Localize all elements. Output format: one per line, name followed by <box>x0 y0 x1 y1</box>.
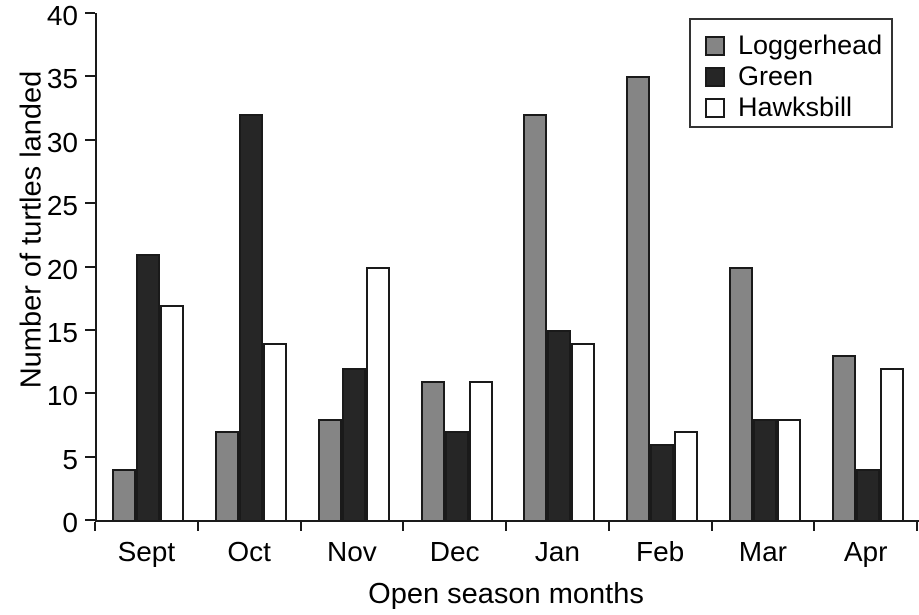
bar-group-jan <box>508 114 611 520</box>
bar-loggerhead-oct <box>215 431 240 520</box>
y-axis-tick <box>85 455 95 458</box>
bar-group-apr <box>816 355 919 520</box>
y-tick-label: 15 <box>46 316 78 348</box>
x-category-label: Oct <box>227 536 271 567</box>
bar-hawksbill-jan <box>571 342 596 520</box>
legend-swatch-green <box>705 66 725 87</box>
bar-green-sept <box>136 253 161 520</box>
bar-loggerhead-mar <box>728 266 753 520</box>
y-tick-label: 10 <box>46 380 78 412</box>
bar-green-jan <box>547 329 572 520</box>
bar-hawksbill-apr <box>879 367 904 520</box>
bar-green-feb <box>650 443 675 520</box>
bar-group-feb <box>611 76 714 520</box>
bar-green-mar <box>752 418 777 520</box>
y-axis-tick <box>85 75 95 78</box>
y-axis-tick <box>85 519 95 521</box>
legend-item-loggerhead: Loggerhead <box>705 30 891 61</box>
y-axis-tick <box>85 202 95 205</box>
legend-swatch-loggerhead <box>705 35 725 56</box>
bar-hawksbill-oct <box>263 342 288 520</box>
legend: Loggerhead Green Hawksbill <box>689 18 893 128</box>
y-axis-tick <box>85 328 95 331</box>
y-tick-label: 30 <box>46 126 78 158</box>
bar-group-dec <box>405 380 508 520</box>
bar-loggerhead-dec <box>420 380 445 520</box>
bar-hawksbill-sept <box>160 304 185 520</box>
x-category-label: Jan <box>534 536 580 567</box>
y-axis-tick <box>85 138 95 141</box>
y-tick-label: 5 <box>62 443 78 475</box>
x-category-label: Apr <box>843 536 888 567</box>
y-tick-label: 0 <box>62 507 78 538</box>
legend-label: Loggerhead <box>738 30 883 60</box>
legend-label: Green <box>738 61 814 91</box>
bar-green-apr <box>855 469 880 520</box>
plot-area <box>95 13 919 522</box>
bar-green-nov <box>341 367 366 520</box>
bar-green-oct <box>239 114 264 520</box>
x-axis-tick <box>916 522 918 531</box>
bar-group-nov <box>303 266 406 520</box>
x-axis-tick <box>607 522 610 531</box>
bar-hawksbill-mar <box>776 418 801 520</box>
bar-loggerhead-feb <box>626 76 651 520</box>
y-axis-tick <box>85 265 95 268</box>
x-axis-tick <box>813 522 816 531</box>
bar-loggerhead-jan <box>523 114 548 520</box>
bar-hawksbill-feb <box>674 431 699 520</box>
legend-item-green: Green <box>705 61 891 92</box>
x-category-label: Mar <box>738 536 787 567</box>
legend-swatch-hawksbill <box>705 97 725 118</box>
x-category-label: Feb <box>636 536 685 567</box>
y-tick-label: 40 <box>46 0 78 31</box>
legend-item-hawksbill: Hawksbill <box>705 92 891 123</box>
bar-hawksbill-nov <box>365 266 390 520</box>
x-category-label: Sept <box>117 536 176 567</box>
legend-label: Hawksbill <box>738 92 853 122</box>
y-axis-tick <box>85 12 95 14</box>
x-axis-tick <box>94 522 96 531</box>
x-category-label: Nov <box>326 536 377 567</box>
x-axis-tick <box>505 522 507 531</box>
bar-group-oct <box>200 114 303 520</box>
y-axis-tick <box>85 392 95 395</box>
x-axis-tick <box>299 522 302 531</box>
bar-group-sept <box>97 253 200 520</box>
bar-group-mar <box>714 266 817 520</box>
y-tick-label: 35 <box>46 63 78 95</box>
bar-green-dec <box>444 431 469 520</box>
y-tick-label: 25 <box>46 190 78 222</box>
bar-hawksbill-dec <box>468 380 493 520</box>
bar-loggerhead-apr <box>831 355 856 520</box>
x-axis-tick <box>710 522 713 531</box>
x-axis-title: Open season months <box>368 578 644 610</box>
x-category-label: Dec <box>429 536 480 567</box>
bar-loggerhead-nov <box>317 418 342 520</box>
x-axis-tick <box>196 522 199 531</box>
bar-loggerhead-sept <box>112 469 137 520</box>
x-axis-tick <box>402 522 405 531</box>
y-tick-label: 20 <box>46 253 78 285</box>
